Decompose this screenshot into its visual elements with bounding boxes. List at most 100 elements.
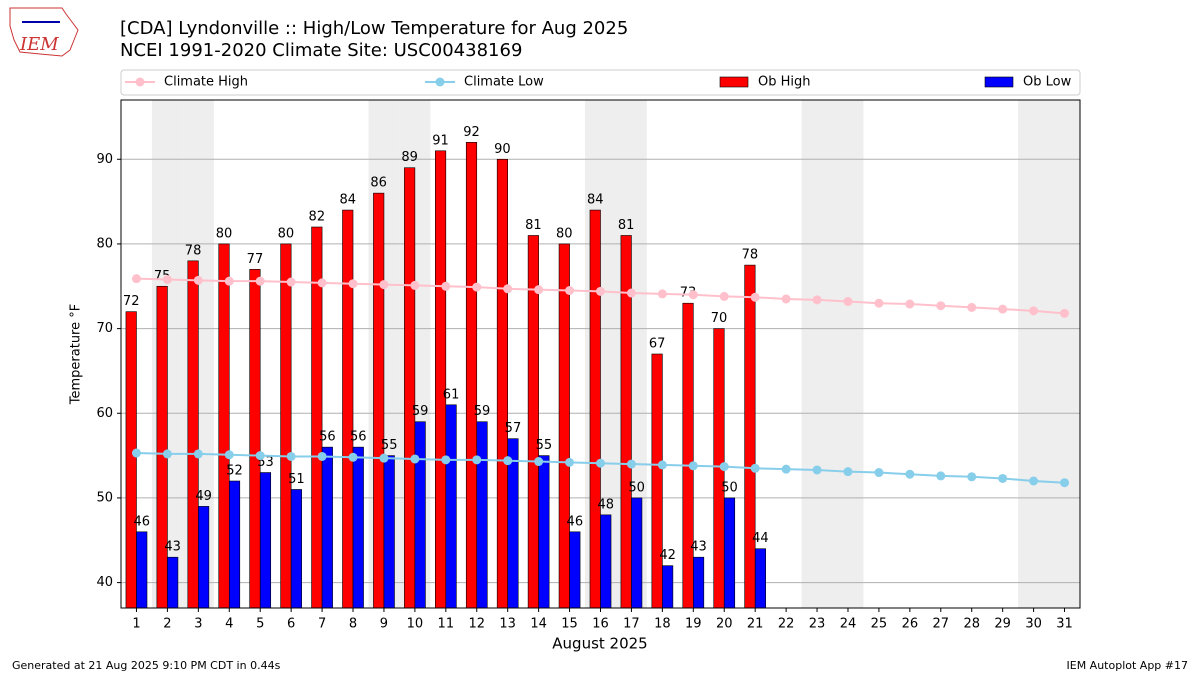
bar-value-label: 48: [597, 497, 614, 512]
climate-marker: [781, 464, 791, 474]
bar: [321, 446, 333, 609]
bar: [198, 506, 210, 609]
legend-label: Ob High: [758, 75, 811, 90]
bar-value-label: 61: [443, 387, 460, 402]
bar: [496, 158, 508, 609]
weekend-shade: [1018, 100, 1050, 608]
weekend-shade: [1049, 100, 1080, 608]
climate-marker: [472, 282, 482, 292]
bar-value-label: 67: [649, 337, 666, 352]
bar: [693, 556, 705, 609]
bar-value-label: 43: [164, 540, 181, 555]
x-tick-label: 17: [623, 617, 640, 632]
climate-marker: [1060, 478, 1070, 488]
x-tick-label: 2: [163, 617, 171, 632]
bar-value-label: 80: [278, 226, 295, 241]
x-tick-label: 20: [716, 617, 733, 632]
bar: [125, 311, 137, 609]
x-tick-label: 3: [194, 617, 202, 632]
bar-value-label: 49: [195, 489, 212, 504]
climate-marker: [472, 455, 482, 465]
climate-marker: [503, 284, 513, 294]
bar-value-label: 44: [752, 531, 769, 546]
climate-marker: [379, 453, 389, 463]
climate-marker: [1029, 306, 1039, 316]
bar-value-label: 86: [370, 176, 387, 191]
bar: [465, 142, 478, 609]
legend-swatch: [719, 76, 749, 88]
bar-value-label: 78: [185, 243, 202, 258]
climate-marker: [967, 472, 977, 482]
x-tick-label: 13: [499, 617, 516, 632]
climate-marker: [534, 285, 544, 295]
climate-marker: [193, 449, 203, 459]
climate-marker: [441, 455, 451, 465]
logo-text: IEM: [19, 34, 59, 55]
bar-value-label: 51: [288, 472, 305, 487]
climate-marker: [719, 462, 729, 472]
bar: [136, 531, 148, 609]
bar-value-label: 59: [412, 404, 429, 419]
climate-marker: [131, 448, 141, 458]
x-tick-label: 28: [963, 617, 980, 632]
bar-value-label: 80: [556, 226, 573, 241]
logo: IEM: [9, 7, 79, 57]
bar: [651, 353, 663, 609]
chart-subtitle: NCEI 1991-2020 Climate Site: USC00438169: [120, 40, 522, 61]
climate-marker: [719, 291, 729, 301]
climate-marker: [812, 295, 822, 305]
climate-marker: [410, 454, 420, 464]
bar: [754, 548, 766, 609]
bar: [569, 531, 581, 609]
x-tick-label: 11: [438, 617, 455, 632]
climate-marker: [1060, 308, 1070, 318]
climate-marker: [410, 280, 420, 290]
x-tick-label: 5: [256, 617, 264, 632]
x-tick-label: 8: [349, 617, 357, 632]
bar: [290, 489, 302, 609]
x-tick-label: 4: [225, 617, 233, 632]
bar-value-label: 81: [525, 218, 542, 233]
bar: [414, 421, 426, 609]
bar-value-label: 90: [494, 142, 511, 157]
bar: [156, 285, 168, 609]
y-tick-label: 40: [96, 575, 113, 590]
x-axis-label: August 2025: [552, 635, 647, 653]
climate-marker: [812, 465, 822, 475]
footer-right: IEM Autoplot App #17: [1067, 659, 1189, 672]
bar: [404, 167, 416, 609]
bar-value-label: 82: [309, 210, 326, 225]
weekend-shade: [801, 100, 833, 608]
climate-marker: [224, 276, 234, 286]
legend-box: [120, 69, 1081, 96]
bar-value-label: 43: [690, 540, 707, 555]
bar: [228, 480, 241, 609]
bar: [373, 192, 385, 609]
bar-value-label: 55: [381, 438, 398, 453]
x-tick-label: 9: [380, 617, 388, 632]
bar-value-label: 70: [711, 311, 728, 326]
climate-marker: [286, 451, 296, 461]
y-tick-label: 80: [96, 236, 113, 251]
bar: [342, 209, 354, 609]
bar-value-label: 50: [628, 480, 645, 495]
x-tick-label: 6: [287, 617, 295, 632]
bar-value-label: 84: [587, 193, 604, 208]
bar-value-label: 89: [401, 150, 418, 165]
bar: [259, 472, 272, 609]
logo-outline: [9, 7, 79, 57]
bar: [744, 264, 756, 609]
climate-marker: [565, 286, 575, 295]
x-tick-label: 12: [468, 617, 485, 632]
x-tick-label: 31: [1056, 617, 1073, 632]
bar: [538, 455, 550, 609]
y-tick-label: 70: [96, 321, 113, 336]
plot-frame: [120, 99, 1081, 609]
climate-marker: [874, 468, 884, 478]
x-tick-label: 10: [407, 617, 424, 632]
climate-marker: [379, 280, 389, 290]
climate-marker: [843, 297, 853, 307]
bar: [352, 446, 364, 609]
bar-value-label: 42: [659, 548, 676, 563]
x-tick-label: 23: [809, 617, 826, 632]
